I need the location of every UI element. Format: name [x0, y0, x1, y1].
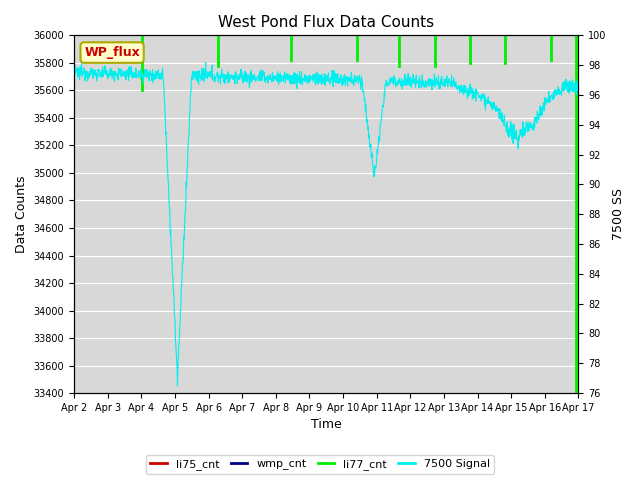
Y-axis label: 7500 SS: 7500 SS — [612, 188, 625, 240]
X-axis label: Time: Time — [311, 419, 342, 432]
Text: WP_flux: WP_flux — [84, 46, 140, 59]
Legend: li75_cnt, wmp_cnt, li77_cnt, 7500 Signal: li75_cnt, wmp_cnt, li77_cnt, 7500 Signal — [146, 455, 494, 474]
Y-axis label: Data Counts: Data Counts — [15, 176, 28, 253]
Title: West Pond Flux Data Counts: West Pond Flux Data Counts — [218, 15, 435, 30]
